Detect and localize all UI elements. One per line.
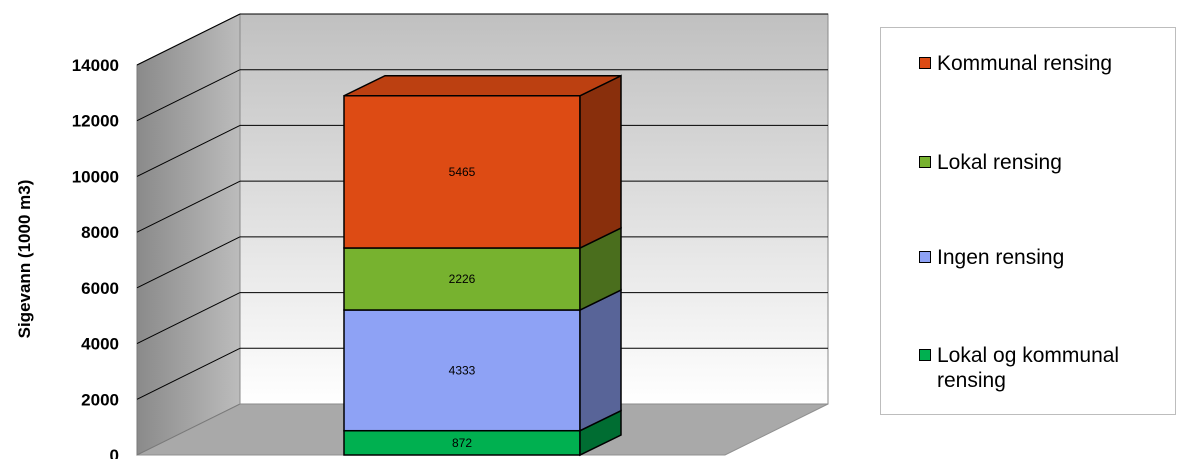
gridline-side — [136, 347, 241, 400]
data-label: 872 — [452, 436, 472, 450]
data-label: 2226 — [449, 272, 476, 286]
gridline-side — [136, 69, 241, 122]
y-tick-label: 0 — [110, 446, 119, 459]
chart-side-wall — [136, 13, 241, 456]
gridline-side — [136, 13, 241, 66]
legend-item-lokal-rensing: Lokal rensing — [919, 150, 1167, 175]
y-tick-label: 12000 — [72, 112, 119, 131]
y-tick-label: 10000 — [72, 167, 119, 186]
y-tick-label: 8000 — [81, 223, 119, 242]
legend: Kommunal rensing Lokal rensing Ingen ren… — [880, 27, 1176, 415]
y-tick-label: 6000 — [81, 279, 119, 298]
gridline-side — [136, 292, 241, 345]
bar-segment: 5465 — [343, 74, 622, 250]
gridline-side — [136, 180, 241, 233]
data-label: 5465 — [449, 165, 476, 179]
y-axis-ticks: 0 2000 4000 6000 8000 10000 12000 14000 — [72, 56, 119, 459]
y-tick-label: 14000 — [72, 56, 119, 75]
bar-segment: 2226 — [343, 226, 622, 312]
legend-swatch — [919, 57, 931, 69]
legend-item-ingen-rensing: Ingen rensing — [919, 245, 1167, 270]
data-label: 4333 — [449, 363, 476, 377]
legend-item-kommunal-rensing: Kommunal rensing — [919, 51, 1167, 76]
bar-segment-front — [343, 95, 581, 249]
legend-swatch — [919, 349, 931, 361]
bar-segment: 872 — [343, 409, 622, 457]
gridline-side — [136, 124, 241, 177]
bar-segment-front — [343, 247, 581, 311]
legend-label: Ingen rensing — [937, 246, 1065, 269]
stacked-bar-chart: 872 4333 2226 5465 0 2000 4000 6000 8000 10000 12… — [15, 13, 829, 459]
legend-label: Kommunal rensing — [937, 52, 1113, 75]
bar-segment-side — [579, 74, 622, 250]
gridline-side — [136, 236, 241, 289]
bar-segment-top — [343, 75, 622, 97]
y-axis-label: Sigevann (1000 m3) — [15, 180, 34, 339]
bar-segment-front — [343, 429, 581, 456]
bar-segment-front — [343, 309, 581, 432]
y-tick-label: 2000 — [81, 390, 119, 409]
bar-segment: 4333 — [343, 288, 622, 432]
legend-swatch — [919, 156, 931, 168]
bar-segment-side — [579, 288, 622, 432]
y-tick-label: 4000 — [81, 335, 119, 354]
legend-label: Lokal og kommunal rensing — [937, 344, 1120, 392]
legend-item-lokal-og-kommunal-rensing: Lokal og kommunal rensing — [919, 343, 1167, 393]
bar-stack: 872 4333 2226 5465 — [343, 74, 622, 457]
legend-label: Lokal rensing — [937, 151, 1062, 174]
legend-swatch — [919, 251, 931, 263]
